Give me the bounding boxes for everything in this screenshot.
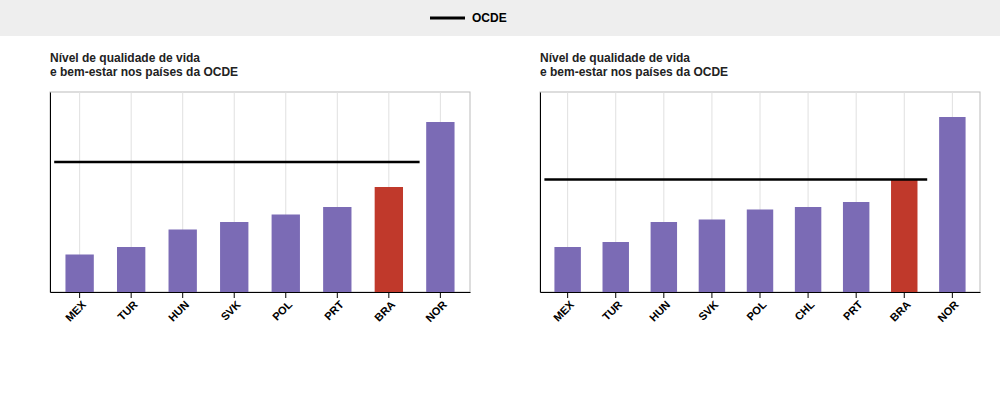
- x-tick: POL: [744, 292, 769, 323]
- bar: [426, 122, 454, 292]
- chart-title-line: Nível de qualidade de vida: [50, 51, 200, 65]
- x-axis-line: [51, 292, 471, 293]
- bar: [272, 215, 300, 293]
- marks: [544, 117, 965, 292]
- x-axis: MEX TUR HUN SVK POL PRT BRA NOR: [51, 292, 471, 324]
- x-tick-label: TUR: [115, 298, 140, 323]
- chart-title-line: e bem-estar nos países da OCDE: [50, 65, 238, 79]
- y-axis-line: [50, 93, 51, 293]
- x-tick: TUR: [600, 292, 625, 323]
- chart-canvas: OCDENível de qualidade de vidae bem-esta…: [0, 0, 1000, 398]
- bar: [554, 247, 580, 292]
- legend-label: OCDE: [472, 11, 507, 25]
- x-tick-mark: [856, 292, 857, 298]
- x-tick-mark: [388, 292, 389, 298]
- x-tick: BRA: [887, 292, 912, 324]
- legend-swatch: [430, 17, 465, 20]
- x-tick: NOR: [423, 292, 449, 324]
- x-tick-label: CHL: [792, 298, 817, 323]
- x-tick-mark: [904, 292, 905, 298]
- x-tick: HUN: [647, 292, 672, 324]
- x-tick-mark: [711, 292, 712, 298]
- x-tick-mark: [663, 292, 664, 298]
- x-tick: MEX: [63, 292, 89, 324]
- x-tick-label: HUN: [166, 298, 191, 323]
- x-tick-label: POL: [270, 298, 295, 323]
- bar: [795, 207, 821, 292]
- plot-frame: [540, 92, 980, 292]
- x-tick-mark: [567, 292, 568, 298]
- x-tick-label: BRA: [887, 298, 912, 323]
- reference-line: [544, 178, 927, 181]
- x-tick: CHL: [792, 292, 817, 323]
- y-axis: [540, 93, 541, 293]
- x-tick-label: MEX: [551, 298, 577, 324]
- bar: [651, 222, 677, 292]
- x-tick-label: BRA: [372, 298, 397, 323]
- marks-inner: [54, 122, 454, 292]
- chart-title-line: Nível de qualidade de vida: [540, 51, 690, 65]
- y-axis: [50, 93, 51, 293]
- x-tick: HUN: [166, 292, 191, 324]
- reference-line: [54, 161, 419, 164]
- chart-title-line: e bem-estar nos países da OCDE: [540, 65, 728, 79]
- x-tick-mark: [79, 292, 80, 298]
- chart-title: Nível de qualidade de vidae bem-estar no…: [50, 51, 238, 79]
- bar: [220, 222, 248, 292]
- x-tick-mark: [337, 292, 338, 298]
- x-tick: BRA: [372, 292, 397, 324]
- x-tick-mark: [182, 292, 183, 298]
- chart-title: Nível de qualidade de vidae bem-estar no…: [540, 51, 728, 79]
- x-tick-mark: [131, 292, 132, 298]
- bar: [323, 207, 351, 292]
- bar: [375, 187, 403, 292]
- x-tick-label: PRT: [841, 298, 865, 322]
- x-tick: POL: [270, 292, 295, 323]
- grid: [80, 92, 441, 292]
- bar: [117, 247, 145, 292]
- x-tick-label: PRT: [322, 298, 346, 322]
- x-tick-mark: [234, 292, 235, 298]
- bar: [939, 117, 965, 292]
- x-tick-mark: [952, 292, 953, 298]
- x-tick-label: HUN: [647, 298, 672, 323]
- x-tick-mark: [285, 292, 286, 298]
- bar: [169, 230, 197, 293]
- legend: OCDE: [0, 0, 1000, 36]
- x-tick-mark: [440, 292, 441, 298]
- x-tick: TUR: [115, 292, 140, 323]
- y-axis-line: [540, 93, 541, 293]
- x-tick-mark: [615, 292, 616, 298]
- bar: [891, 180, 917, 293]
- marks: [54, 122, 454, 292]
- legend-background: [0, 0, 1000, 36]
- x-tick: SVK: [696, 292, 721, 323]
- x-tick: SVK: [218, 292, 243, 323]
- x-tick: PRT: [841, 292, 865, 322]
- x-tick-label: SVK: [696, 298, 721, 323]
- x-tick-label: TUR: [600, 298, 625, 323]
- grid: [568, 92, 953, 292]
- x-tick-mark: [808, 292, 809, 298]
- x-tick-label: SVK: [218, 298, 243, 323]
- x-tick-label: POL: [744, 298, 769, 323]
- x-tick-label: NOR: [935, 298, 961, 324]
- x-tick: MEX: [551, 292, 577, 324]
- chart: Nível de qualidade de vidae bem-estar no…: [540, 51, 981, 324]
- x-tick: PRT: [322, 292, 346, 322]
- x-tick-label: NOR: [423, 298, 449, 324]
- bar: [603, 242, 629, 292]
- bar: [843, 202, 869, 292]
- plot-frame: [50, 92, 470, 292]
- x-tick: NOR: [935, 292, 961, 324]
- x-tick-mark: [760, 292, 761, 298]
- x-tick-label: MEX: [63, 298, 89, 324]
- x-axis: MEX TUR HUN SVK POL CHL PRT BRA NOR: [541, 292, 981, 324]
- bar: [747, 210, 773, 293]
- bar: [699, 220, 725, 293]
- bar: [65, 255, 93, 293]
- marks-inner: [544, 117, 965, 292]
- chart: Nível de qualidade de vidae bem-estar no…: [50, 51, 471, 324]
